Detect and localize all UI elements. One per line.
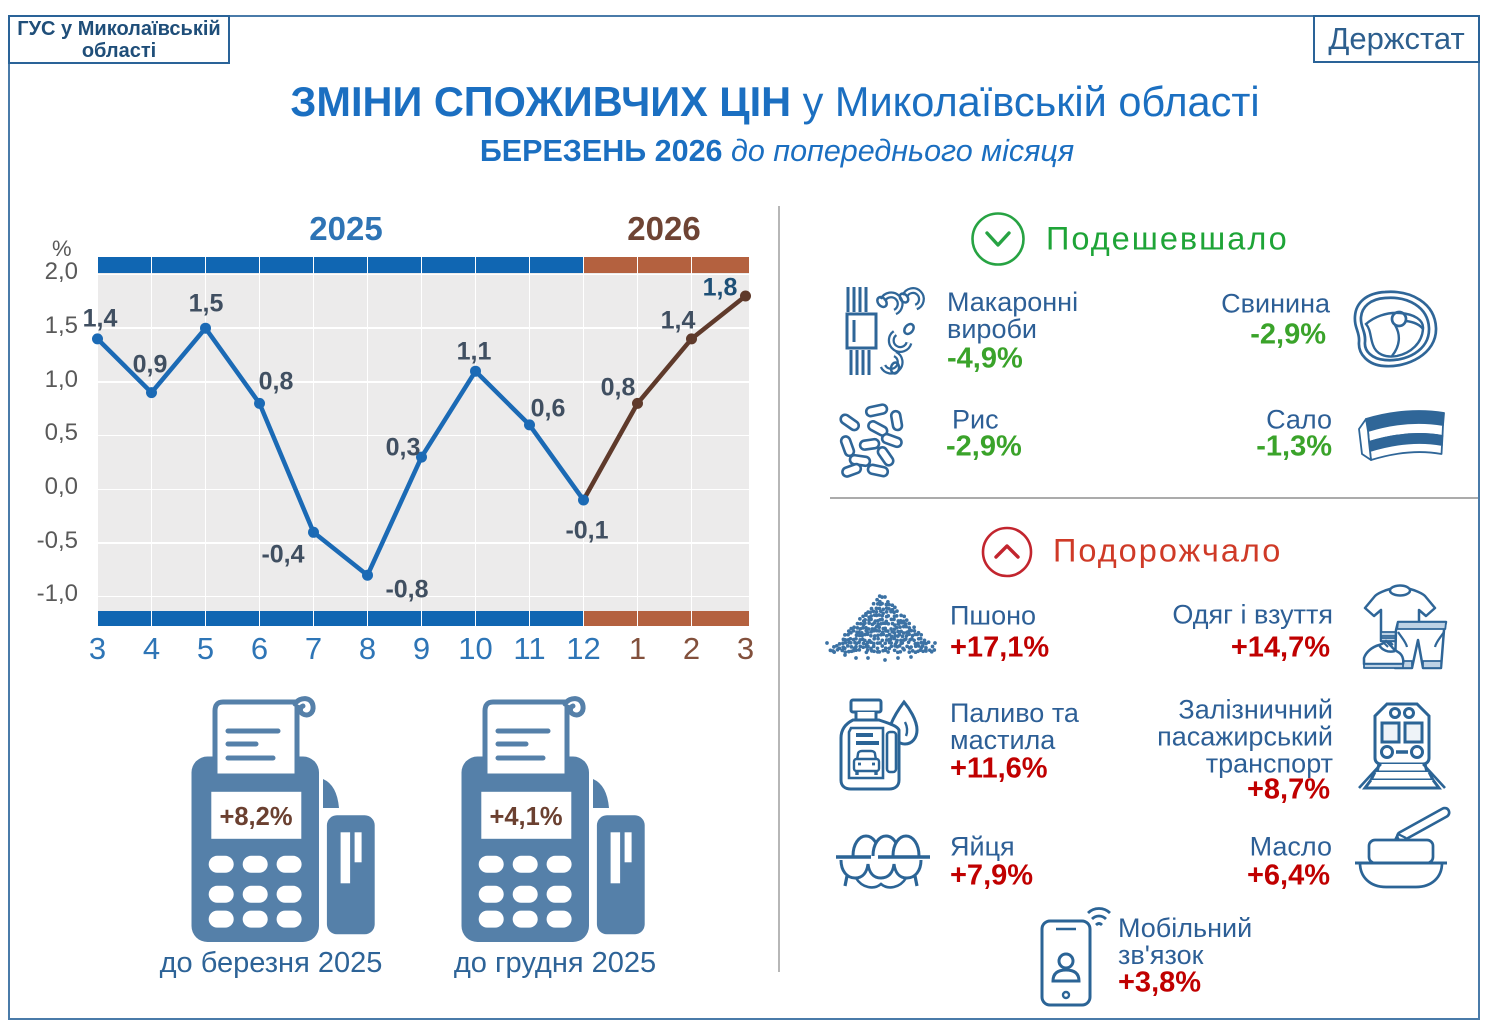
svg-text:+4,1%: +4,1% xyxy=(489,803,562,831)
svg-text:+8,2%: +8,2% xyxy=(219,803,292,831)
